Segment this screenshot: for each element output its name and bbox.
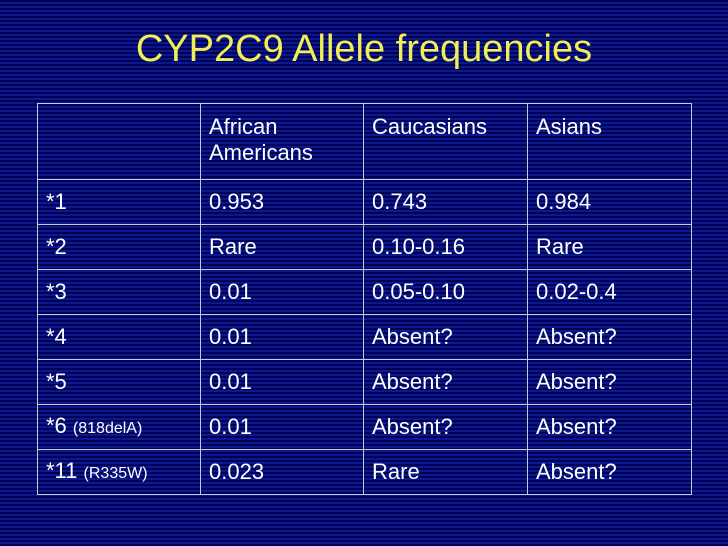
header-row: African Americans Caucasians Asians <box>37 103 692 180</box>
frequency-cell: 0.984 <box>527 179 692 225</box>
frequency-cell: 0.10-0.16 <box>363 224 528 270</box>
frequency-cell: 0.953 <box>200 179 364 225</box>
frequency-cell: 0.05-0.10 <box>363 269 528 315</box>
table-row: *4 0.01 Absent? Absent? <box>37 314 692 360</box>
allele-cell: *4 <box>37 314 201 360</box>
frequency-cell: 0.01 <box>200 269 364 315</box>
frequency-cell: Absent? <box>527 359 692 405</box>
table-row: *5 0.01 Absent? Absent? <box>37 359 692 405</box>
frequency-cell: Absent? <box>527 449 692 495</box>
frequency-table: African Americans Caucasians Asians *1 0.953… <box>37 103 692 495</box>
table-row: *1 0.953 0.743 0.984 <box>37 179 692 225</box>
allele-note: (R335W) <box>83 464 148 482</box>
allele-cell: *3 <box>37 269 201 315</box>
frequency-cell: 0.743 <box>363 179 528 225</box>
header-cell <box>37 103 201 180</box>
frequency-cell: 0.01 <box>200 404 364 450</box>
table-row: *11 (R335W) 0.023 Rare Absent? <box>37 449 692 495</box>
header-cell: Caucasians <box>363 103 528 180</box>
slide-title: CYP2C9 Allele frequencies <box>135 28 593 70</box>
frequency-cell: Rare <box>200 224 364 270</box>
frequency-cell: Rare <box>363 449 528 495</box>
table-row: *3 0.01 0.05-0.10 0.02-0.4 <box>37 269 692 315</box>
table-body: African Americans Caucasians Asians *1 0.953… <box>37 103 692 495</box>
allele-cell: *11 (R335W) <box>37 449 201 495</box>
allele-cell: *2 <box>37 224 201 270</box>
allele-cell: *1 <box>37 179 201 225</box>
allele-cell: *5 <box>37 359 201 405</box>
allele-label: *5 <box>46 369 67 394</box>
frequency-cell: Absent? <box>363 314 528 360</box>
header-cell: African Americans <box>200 103 364 180</box>
allele-label: *6 <box>46 412 67 438</box>
frequency-cell: 0.02-0.4 <box>527 269 692 315</box>
table-row: *6 (818delA) 0.01 Absent? Absent? <box>37 404 692 450</box>
allele-label: *11 <box>46 457 78 483</box>
allele-label: *3 <box>46 279 67 304</box>
allele-cell: *6 (818delA) <box>37 404 201 450</box>
allele-label: *2 <box>46 234 67 259</box>
allele-label: *4 <box>46 324 67 349</box>
frequency-cell: Rare <box>527 224 692 270</box>
frequency-cell: 0.01 <box>200 359 364 405</box>
table-row: *2 Rare 0.10-0.16 Rare <box>37 224 692 270</box>
frequency-cell: 0.01 <box>200 314 364 360</box>
frequency-cell: Absent? <box>363 359 528 405</box>
allele-note: (818delA) <box>72 419 143 437</box>
frequency-cell: Absent? <box>527 404 692 450</box>
header-cell: Asians <box>527 103 692 180</box>
frequency-cell: 0.023 <box>200 449 364 495</box>
allele-label: *1 <box>46 189 67 214</box>
frequency-cell: Absent? <box>363 404 528 450</box>
frequency-cell: Absent? <box>527 314 692 360</box>
